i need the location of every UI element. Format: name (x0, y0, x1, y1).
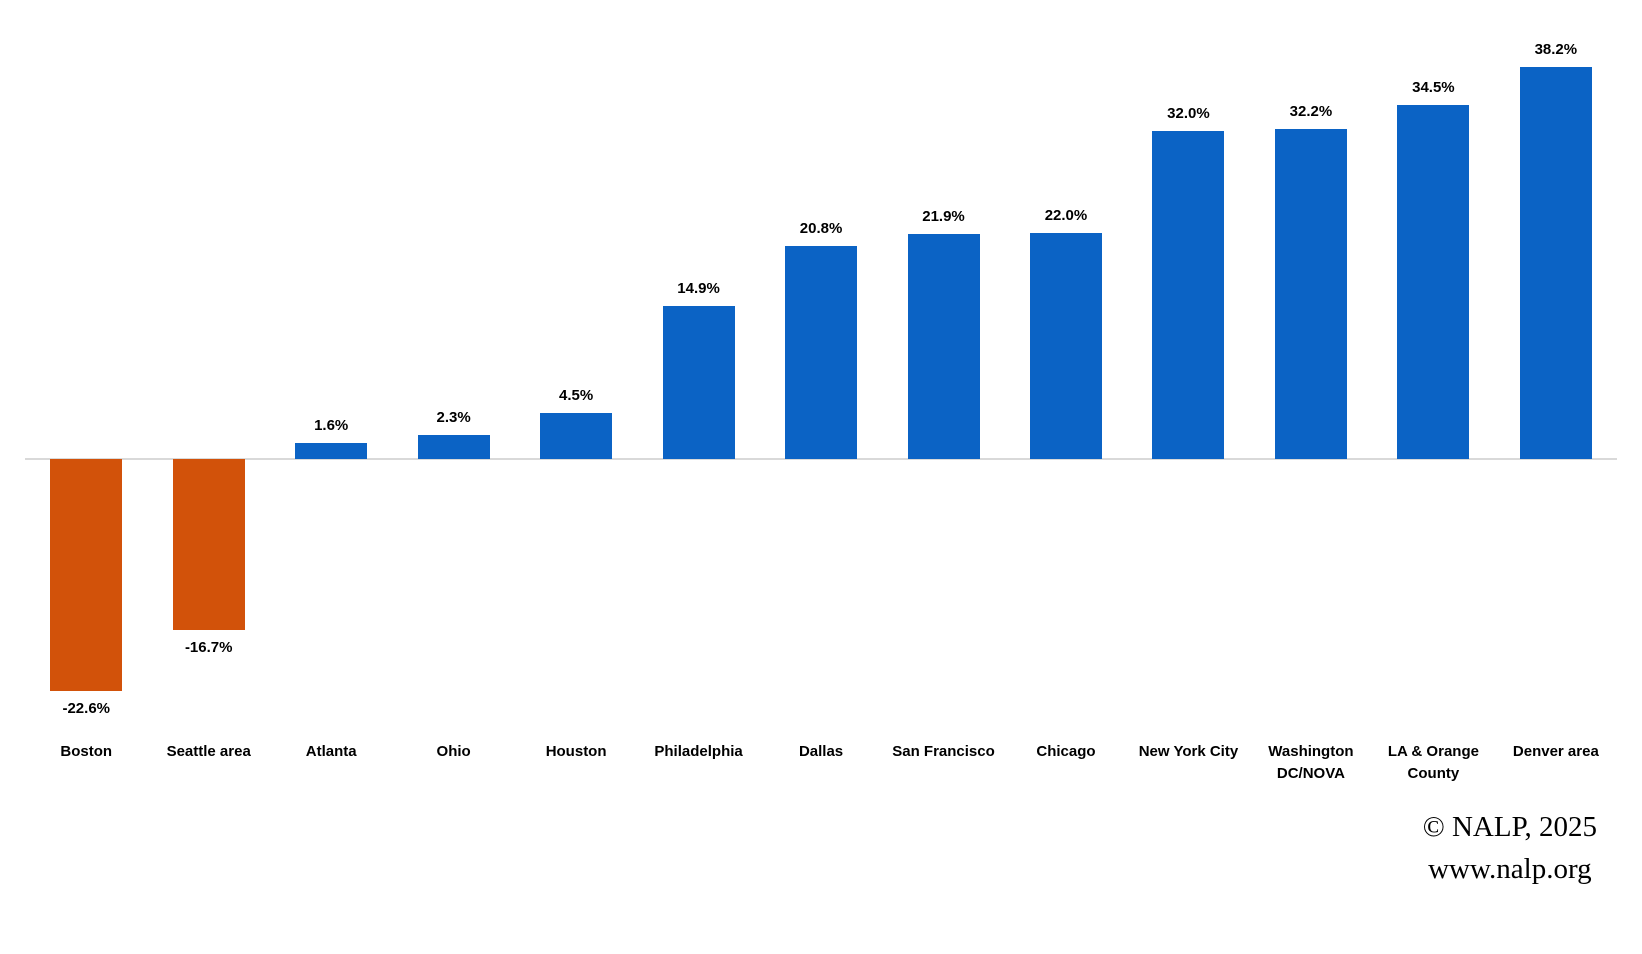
category-label: Washington DC/NOVA (1268, 743, 1354, 782)
bar-group: 22.0% Chicago (1005, 0, 1127, 954)
bar-value-label: 32.2% (1289, 102, 1333, 120)
bar-value-label: 38.2% (1534, 41, 1578, 59)
bar-value-label: 21.9% (922, 208, 965, 226)
bar-value-label: 20.8% (799, 219, 843, 237)
copyright-text: © NALP, 2025 (1422, 811, 1597, 843)
bar-group: 2.3% Ohio (392, 0, 514, 954)
x-axis-line (25, 458, 1617, 460)
bar-value-label: -16.7% (184, 639, 233, 657)
bar-value-label: 2.3% (436, 409, 471, 427)
category-label: Houston (545, 743, 607, 760)
bar-group: -16.7% Seattle area (147, 0, 269, 954)
category-label: Dallas (798, 743, 844, 760)
bar-value-label: 4.5% (559, 386, 594, 404)
bar (50, 459, 123, 691)
bar (172, 459, 245, 631)
category-label: Ohio (436, 743, 471, 760)
bar-group: 20.8% Dallas (760, 0, 882, 954)
bar-group: 4.5% Houston (515, 0, 637, 954)
bar-value-label: 14.9% (677, 280, 720, 298)
plot-area: -22.6% Boston -16.7% Seattle area 1.6% Atlant… (25, 0, 1617, 954)
category-label: Boston (60, 743, 113, 760)
bar-group: 21.9% San Francisco (882, 0, 1004, 954)
bar (295, 442, 368, 459)
bar-value-label: 22.0% (1044, 207, 1088, 225)
bar (1397, 105, 1470, 459)
bar-group: 32.0% New York City (1127, 0, 1249, 954)
bar (785, 245, 858, 459)
bar-value-label: 34.5% (1412, 79, 1455, 97)
bar-value-label: 1.6% (314, 416, 349, 434)
bar-group: 38.2% Denver area (1495, 0, 1617, 954)
attribution: © NALP, 2025 www.nalp.org (1423, 806, 1597, 890)
bar-group: 34.5% LA & Orange County (1372, 0, 1494, 954)
bar (1029, 233, 1102, 459)
category-label: Atlanta (305, 743, 357, 760)
bar (1274, 128, 1347, 459)
category-label: Denver area (1512, 743, 1599, 760)
bar-group: 32.2% Washington DC/NOVA (1250, 0, 1372, 954)
category-label: Philadelphia (654, 743, 743, 760)
category-label: New York City (1138, 743, 1239, 760)
bar-group: 1.6% Atlanta (270, 0, 392, 954)
bar (540, 412, 613, 459)
bar (1152, 130, 1225, 459)
category-label: Chicago (1036, 743, 1096, 760)
bar (417, 435, 490, 459)
bar (1519, 67, 1592, 459)
bar (907, 234, 980, 459)
bar-value-label: 32.0% (1167, 104, 1210, 122)
bar (662, 306, 735, 459)
bar-group: 14.9% Philadelphia (637, 0, 759, 954)
website-text: www.nalp.org (1428, 853, 1592, 885)
bar-value-label: -22.6% (62, 699, 110, 717)
category-label: LA & Orange County (1387, 743, 1479, 782)
bar-group: -22.6% Boston (25, 0, 147, 954)
category-label: Seattle area (166, 743, 251, 760)
category-label: San Francisco (892, 743, 995, 760)
